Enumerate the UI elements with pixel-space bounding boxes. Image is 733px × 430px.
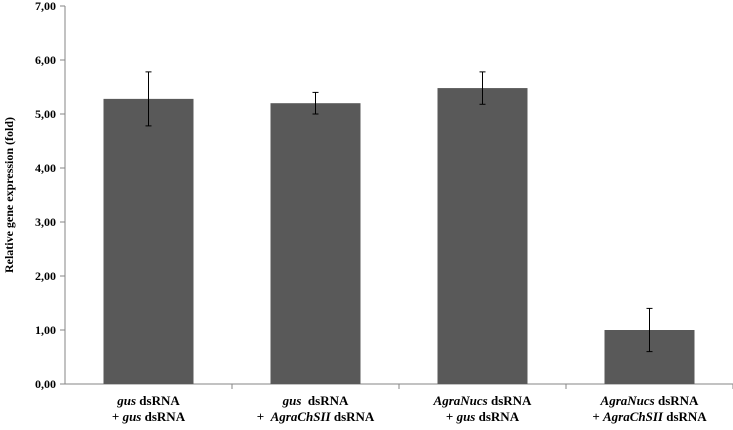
label-segment: dsRNA [301,393,349,408]
bar [103,98,194,384]
error-bars [145,71,653,353]
label-segment: + [592,409,603,424]
label-segment: AgraChSII [602,409,663,424]
y-tick-label: 0,00 [35,377,56,391]
y-tick-label: 2,00 [35,269,56,283]
label-segment: AgraChSII [270,409,331,424]
label-segment: dsRNA [662,409,707,424]
x-category-label: gus dsRNA + AgraChSII dsRNA [236,393,396,425]
x-category-label-line2: + gus dsRNA [403,409,563,425]
label-segment: dsRNA [475,409,520,424]
x-category-label-line2: + AgraChSII dsRNA [570,409,730,425]
y-axis-title: Relative gene expression (fold) [2,117,16,273]
x-category-label-line2: + AgraChSII dsRNA [236,409,396,425]
x-category-label-line1: AgraNucs dsRNA [570,393,730,409]
label-segment: + [256,409,271,424]
label-segment: gus [117,393,137,408]
label-segment: dsRNA [136,393,180,408]
label-segment: dsRNA [487,393,532,408]
label-segment: dsRNA [330,409,375,424]
bar [437,88,528,384]
x-category-label: gus dsRNA + gus dsRNA [69,393,229,425]
label-segment: + [445,409,457,424]
x-category-label-line1: gus dsRNA [236,393,396,409]
y-tick-label: 5,00 [35,107,56,121]
label-segment: gus [122,409,142,424]
x-category-label-line1: AgraNucs dsRNA [403,393,563,409]
label-segment: dsRNA [654,393,699,408]
y-tick-label: 1,00 [35,323,56,337]
x-category-label-line2: + gus dsRNA [69,409,229,425]
y-tick-label: 7,00 [35,0,56,13]
label-segment: dsRNA [141,409,186,424]
label-segment: AgraNucs [433,393,488,408]
label-segment: gus [282,393,302,408]
label-segment: gus [456,409,476,424]
label-segment: AgraNucs [600,393,655,408]
label-segment: + [111,409,123,424]
x-category-label: AgraNucs dsRNA + gus dsRNA [403,393,563,425]
bar [270,103,361,384]
x-category-label: AgraNucs dsRNA + AgraChSII dsRNA [570,393,730,425]
y-tick-label: 6,00 [35,53,56,67]
x-category-label-line1: gus dsRNA [69,393,229,409]
y-tick-label: 3,00 [35,215,56,229]
bars [103,88,695,384]
y-tick-label: 4,00 [35,161,56,175]
